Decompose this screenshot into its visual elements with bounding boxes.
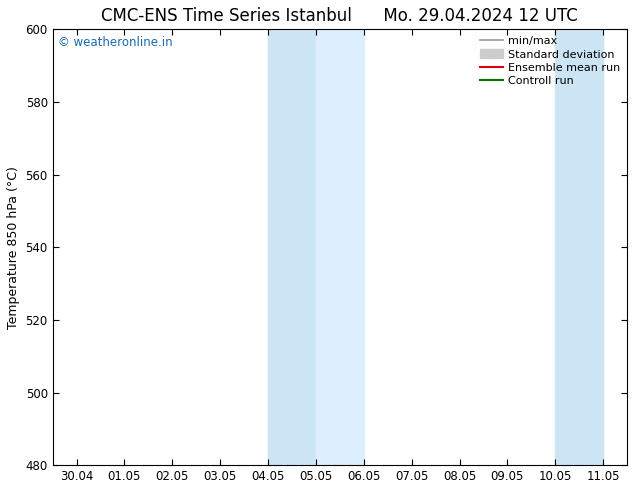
Y-axis label: Temperature 850 hPa (°C): Temperature 850 hPa (°C) [7, 166, 20, 329]
Title: CMC-ENS Time Series Istanbul      Mo. 29.04.2024 12 UTC: CMC-ENS Time Series Istanbul Mo. 29.04.2… [101, 7, 578, 25]
Bar [555, 29, 603, 465]
Bar [316, 29, 364, 465]
Bar [268, 29, 316, 465]
Text: © weatheronline.in: © weatheronline.in [58, 36, 173, 49]
Legend: min/max, Standard deviation, Ensemble mean run, Controll run: min/max, Standard deviation, Ensemble me… [476, 31, 625, 91]
